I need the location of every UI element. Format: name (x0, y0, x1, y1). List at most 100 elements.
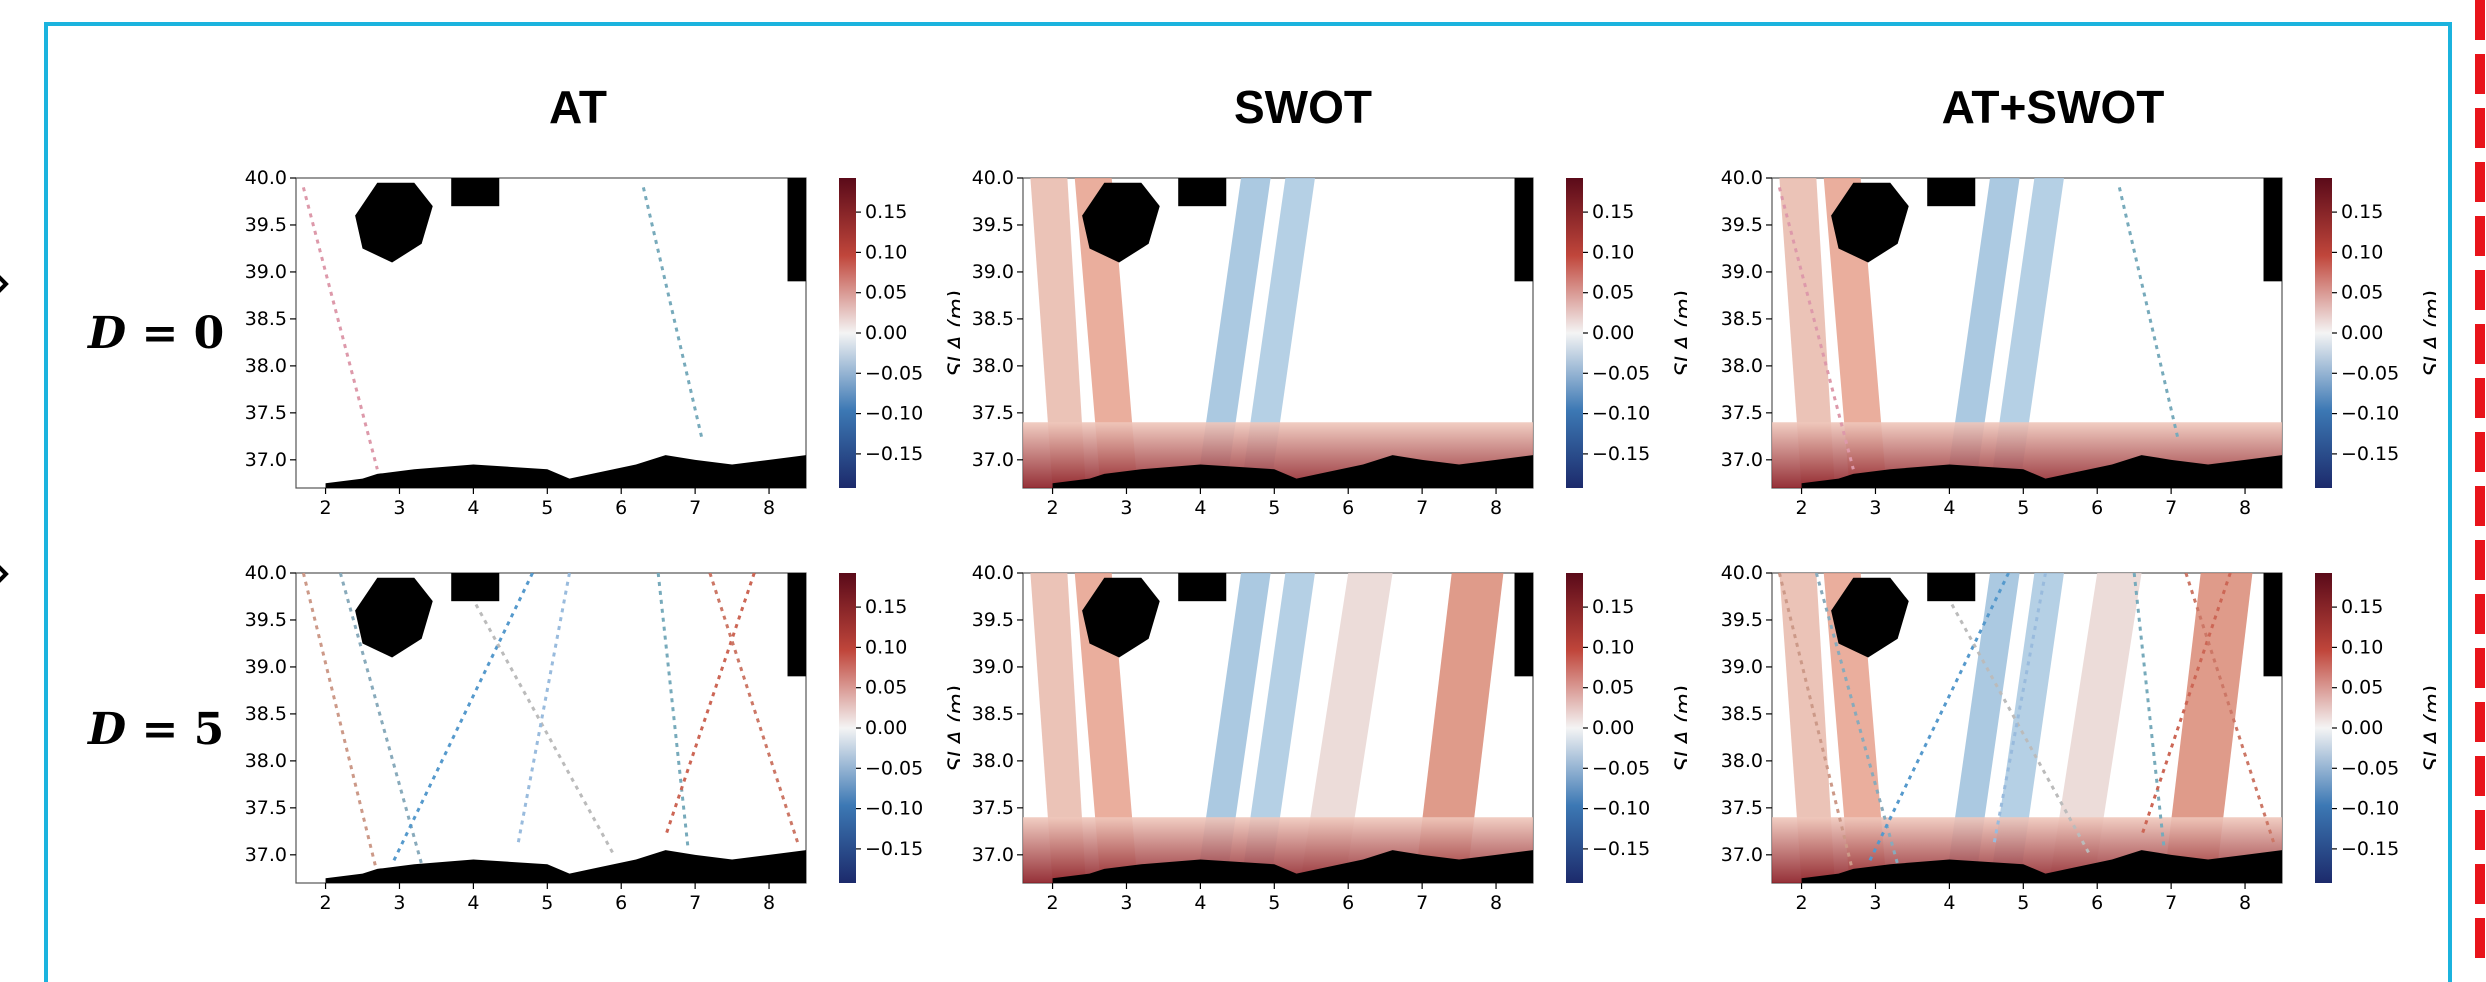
colorbar-tick-label: −0.15 (2341, 838, 2399, 860)
row-label-eq: = 5 (141, 704, 225, 755)
swot-swath (1990, 178, 2064, 488)
land-mask-coast (1514, 178, 1533, 282)
plot-area: 2 3 4 5 6 7 8 40.0 39.5 39.0 38.5 38.0 37.5 37.0 (1721, 168, 2283, 518)
land-mask-island (355, 577, 433, 658)
x-tick-label: 3 (1120, 892, 1132, 913)
land-mask-island (1831, 182, 1909, 263)
x-tick-label: 7 (689, 892, 701, 913)
colorbar-tick-label: −0.10 (1592, 403, 1650, 425)
y-tick-label: 38.5 (972, 703, 1014, 725)
colorbar-tick-label: 0.00 (2341, 322, 2383, 344)
land-mask-coast (1927, 178, 1976, 207)
y-tick-label: 38.0 (1721, 355, 1763, 377)
y-tick-label: 39.5 (1721, 214, 1763, 236)
colorbar-tick-label: −0.15 (865, 838, 923, 860)
land-mask-island (355, 182, 433, 263)
x-tick-label: 4 (1194, 497, 1206, 518)
land-mask-coast (1178, 573, 1227, 602)
panel-at-swot-d0: 2 3 4 5 6 7 8 40.0 39.5 39.0 38.5 38.0 37.5 37.0 0.15 0… (1716, 168, 2436, 518)
panel-at-d0: 2 3 4 5 6 7 8 40.0 39.5 39.0 38.5 38.0 37.5 37.0 0.15 0… (240, 168, 960, 518)
x-tick-label: 6 (1342, 892, 1354, 913)
chevron-right-icon (0, 565, 9, 583)
along-track-line (516, 573, 571, 846)
y-tick-label: 39.5 (972, 214, 1014, 236)
colorbar-tick-label: −0.10 (865, 403, 923, 425)
along-track-line (301, 187, 379, 470)
y-tick-label: 39.5 (245, 214, 287, 236)
sla-map-svg: 2 3 4 5 6 7 8 40.0 39.5 39.0 38.5 38.0 37.5 37.0 0.15 0… (245, 168, 960, 518)
colorbar-tick-label: −0.05 (865, 757, 923, 779)
colorbar-tick-label: 0.05 (1592, 677, 1634, 699)
colorbar (2315, 178, 2332, 488)
y-tick-label: 38.5 (972, 308, 1014, 330)
row-label-var: D (88, 704, 127, 755)
y-tick-label: 38.0 (972, 750, 1014, 772)
x-tick-label: 5 (541, 497, 553, 518)
x-tick-label: 6 (2091, 497, 2103, 518)
column-title-at-swot: AT+SWOT (1941, 81, 2165, 133)
land-mask-coast (451, 178, 500, 207)
y-tick-label: 40.0 (1721, 563, 1763, 584)
colorbar (2315, 573, 2332, 883)
swot-swath (1300, 573, 1393, 883)
x-tick-label: 5 (2017, 892, 2029, 913)
colorbar-tick-label: 0.10 (2341, 636, 2383, 658)
x-tick-label: 3 (1869, 892, 1881, 913)
sla-map-svg: 2 3 4 5 6 7 8 40.0 39.5 39.0 38.5 38.0 37.5 37.0 0.15 0… (972, 168, 1687, 518)
y-tick-label: 37.5 (972, 797, 1014, 819)
x-tick-label: 4 (1943, 892, 1955, 913)
x-tick-label: 2 (320, 497, 332, 518)
plot-area: 2 3 4 5 6 7 8 40.0 39.5 39.0 38.5 38.0 37.5 37.0 (245, 563, 807, 913)
y-tick-label: 37.5 (972, 402, 1014, 424)
plot-area: 2 3 4 5 6 7 8 40.0 39.5 39.0 38.5 38.0 37.5 37.0 (245, 168, 807, 518)
x-tick-label: 5 (1268, 497, 1280, 518)
x-tick-label: 6 (2091, 892, 2103, 913)
colorbar-tick-label: −0.15 (1592, 838, 1650, 860)
along-track-line (641, 187, 704, 442)
x-tick-label: 5 (1268, 892, 1280, 913)
land-mask-southern-coast (325, 455, 806, 488)
land-mask-coast (2263, 178, 2282, 282)
colorbar (1566, 178, 1583, 488)
plot-area: 2 3 4 5 6 7 8 40.0 39.5 39.0 38.5 38.0 37.5 37.0 (972, 563, 1534, 913)
swot-swath (1990, 573, 2064, 883)
land-mask-southern-coast (1052, 850, 1533, 883)
swot-swath (1823, 178, 1887, 488)
colorbar (839, 573, 856, 883)
colorbar-tick-label: 0.15 (2341, 201, 2383, 223)
y-tick-label: 40.0 (245, 168, 287, 189)
y-tick-label: 39.0 (1721, 656, 1763, 678)
along-track-line (664, 573, 756, 837)
y-tick-label: 38.5 (1721, 703, 1763, 725)
x-tick-label: 5 (2017, 497, 2029, 518)
y-tick-label: 39.0 (972, 261, 1014, 283)
colorbar-tick-label: 0.05 (1592, 282, 1634, 304)
along-track-line (2140, 573, 2232, 837)
along-track-line (2132, 573, 2166, 846)
land-mask-island (1082, 182, 1160, 263)
y-tick-label: 37.0 (1721, 449, 1763, 471)
plot-area: 2 3 4 5 6 7 8 40.0 39.5 39.0 38.5 38.0 37.5 37.0 (1721, 563, 2283, 913)
along-track-line (656, 573, 690, 846)
panel-at-d5: 2 3 4 5 6 7 8 40.0 39.5 39.0 38.5 38.0 37.5 37.0 0.15 0… (240, 563, 960, 913)
swot-swath (1945, 573, 2020, 883)
row-label-d5: D = 5 (88, 704, 224, 755)
y-tick-label: 37.0 (245, 449, 287, 471)
colorbar-tick-label: 0.15 (1592, 201, 1634, 223)
row-label-d0: D = 0 (88, 308, 224, 359)
swot-swath (1241, 178, 1315, 488)
land-mask-southern-coast (1801, 850, 2282, 883)
x-tick-label: 2 (1796, 497, 1808, 518)
y-tick-label: 39.5 (245, 609, 287, 631)
y-tick-label: 40.0 (245, 563, 287, 584)
colorbar-tick-label: 0.15 (865, 596, 907, 618)
x-tick-label: 7 (2165, 497, 2177, 518)
colorbar-label: SLA (m) (1672, 290, 1687, 377)
y-tick-label: 38.5 (245, 703, 287, 725)
swot-swath (2049, 573, 2142, 883)
y-tick-label: 38.0 (245, 750, 287, 772)
colorbar-label: SLA (m) (2421, 685, 2436, 772)
colorbar-tick-label: 0.05 (2341, 677, 2383, 699)
x-tick-label: 4 (467, 497, 479, 518)
x-tick-label: 4 (467, 892, 479, 913)
